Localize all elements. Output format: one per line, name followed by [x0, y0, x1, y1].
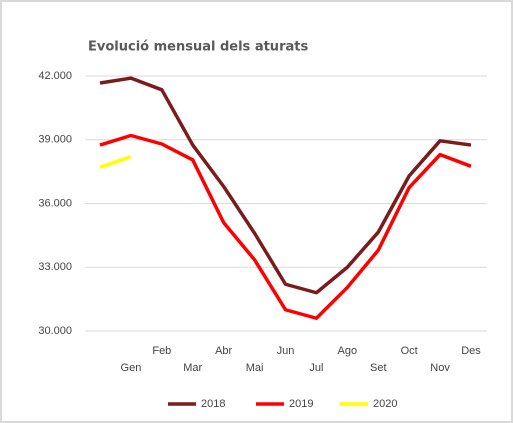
x-tick-label: Ago: [338, 345, 358, 357]
legend-label: 2020: [373, 398, 397, 410]
series-line: [99, 76, 472, 295]
x-tick-label: Gen: [121, 362, 142, 374]
x-tick-label: Set: [370, 362, 387, 374]
x-tick-label: Jun: [277, 345, 295, 357]
y-tick-label: 33.000: [38, 261, 72, 273]
x-tick-label: Nov: [430, 362, 450, 374]
series-line: [99, 155, 132, 170]
chart-title: Evolució mensual dels aturats: [88, 40, 308, 55]
y-tick-label: 36.000: [38, 197, 72, 209]
x-tick-label: Feb: [152, 345, 171, 357]
y-tick-label: 42.000: [38, 70, 72, 82]
legend-label: 2018: [201, 398, 225, 410]
x-tick-label: Jul: [309, 362, 323, 374]
y-tick-label: 30.000: [38, 325, 72, 337]
series-line: [99, 133, 472, 320]
x-tick-label: Oct: [401, 345, 418, 357]
x-tick-label: Mai: [246, 362, 264, 374]
x-tick-label: Abr: [215, 345, 232, 357]
y-tick-label: 39.000: [38, 134, 72, 146]
legend-label: 2019: [289, 398, 313, 410]
x-tick-label: Des: [461, 345, 481, 357]
x-tick-label: Mar: [183, 362, 202, 374]
